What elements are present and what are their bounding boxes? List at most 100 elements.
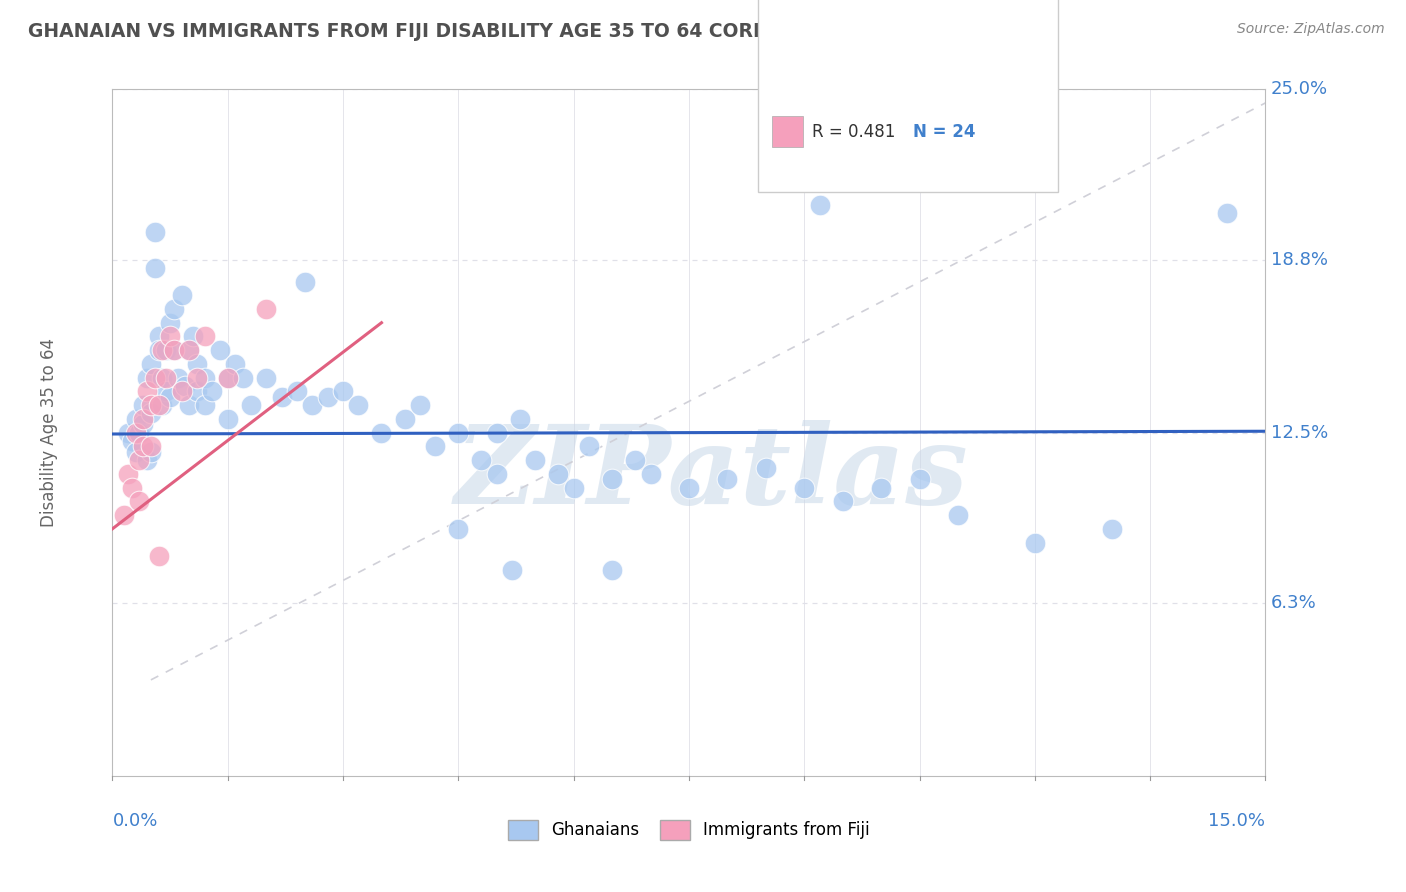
Point	[128, 425, 150, 440]
Text: GHANAIAN VS IMMIGRANTS FROM FIJI DISABILITY AGE 35 TO 64 CORRELATION CHART: GHANAIAN VS IMMIGRANTS FROM FIJI DISABIL…	[28, 22, 934, 41]
Point	[143, 225, 166, 239]
Point	[447, 425, 470, 440]
Point	[155, 384, 177, 399]
Point	[578, 439, 600, 453]
Point	[136, 453, 159, 467]
Point	[112, 508, 135, 522]
Point	[166, 370, 188, 384]
Point	[755, 461, 778, 475]
Point	[285, 384, 308, 399]
Text: ZIPatlas: ZIPatlas	[456, 420, 969, 527]
Point	[332, 384, 354, 399]
Point	[136, 370, 159, 384]
Point	[425, 439, 447, 453]
Point	[148, 343, 170, 358]
Legend: Ghanaians, Immigrants from Fiji: Ghanaians, Immigrants from Fiji	[502, 813, 876, 847]
Point	[316, 390, 339, 404]
Point	[132, 417, 155, 432]
Point	[186, 384, 208, 399]
Point	[155, 370, 177, 384]
Point	[186, 357, 208, 371]
Point	[143, 260, 166, 275]
Point	[678, 481, 700, 495]
Point	[170, 288, 193, 302]
Point	[186, 370, 208, 384]
Point	[232, 370, 254, 384]
Point	[254, 301, 277, 316]
Point	[174, 379, 197, 393]
Point	[1024, 535, 1046, 549]
Point	[163, 301, 186, 316]
Point	[139, 445, 162, 459]
Point	[159, 316, 181, 330]
Point	[270, 390, 292, 404]
Point	[217, 370, 239, 384]
Text: 6.3%: 6.3%	[1271, 594, 1317, 612]
Point	[1101, 522, 1123, 536]
Point	[831, 494, 853, 508]
Point	[121, 481, 143, 495]
Point	[908, 472, 931, 486]
Point	[152, 343, 174, 358]
Point	[139, 406, 162, 420]
Point	[640, 467, 662, 481]
Point	[194, 398, 217, 412]
Point	[124, 412, 146, 426]
Point	[148, 398, 170, 412]
Point	[716, 472, 738, 486]
Point	[163, 343, 186, 358]
Point	[409, 398, 432, 412]
Point	[624, 453, 647, 467]
Point	[117, 425, 139, 440]
Point	[143, 370, 166, 384]
Point	[1216, 206, 1239, 220]
Point	[139, 398, 162, 412]
Point	[547, 467, 569, 481]
Point	[124, 425, 146, 440]
Point	[159, 329, 181, 343]
Point	[224, 357, 246, 371]
Point	[201, 384, 224, 399]
Point	[124, 445, 146, 459]
Point	[121, 434, 143, 448]
Text: 25.0%: 25.0%	[1271, 80, 1329, 98]
Point	[946, 508, 969, 522]
Text: Source: ZipAtlas.com: Source: ZipAtlas.com	[1237, 22, 1385, 37]
Point	[501, 563, 523, 577]
Point	[139, 439, 162, 453]
Point	[155, 343, 177, 358]
Text: Disability Age 35 to 64: Disability Age 35 to 64	[39, 338, 58, 527]
Point	[179, 398, 201, 412]
Point	[301, 398, 323, 412]
Point	[148, 549, 170, 564]
Text: 15.0%: 15.0%	[1208, 812, 1265, 830]
Point	[217, 412, 239, 426]
Point	[793, 481, 815, 495]
Point	[194, 370, 217, 384]
Point	[294, 275, 316, 289]
Text: 18.8%: 18.8%	[1271, 251, 1329, 268]
Text: 12.5%: 12.5%	[1271, 424, 1329, 442]
Point	[194, 329, 217, 343]
Point	[152, 398, 174, 412]
Point	[370, 425, 392, 440]
Point	[128, 453, 150, 467]
Point	[159, 390, 181, 404]
Point	[470, 453, 492, 467]
Point	[117, 467, 139, 481]
Point	[181, 329, 204, 343]
Point	[347, 398, 370, 412]
Point	[808, 197, 831, 211]
Point	[447, 522, 470, 536]
Point	[136, 384, 159, 399]
Point	[209, 343, 232, 358]
Point	[217, 370, 239, 384]
Point	[524, 453, 547, 467]
Point	[163, 343, 186, 358]
Point	[152, 370, 174, 384]
Point	[600, 472, 623, 486]
Point	[179, 343, 201, 358]
Point	[132, 412, 155, 426]
Point	[600, 563, 623, 577]
Text: 0.0%: 0.0%	[112, 812, 157, 830]
